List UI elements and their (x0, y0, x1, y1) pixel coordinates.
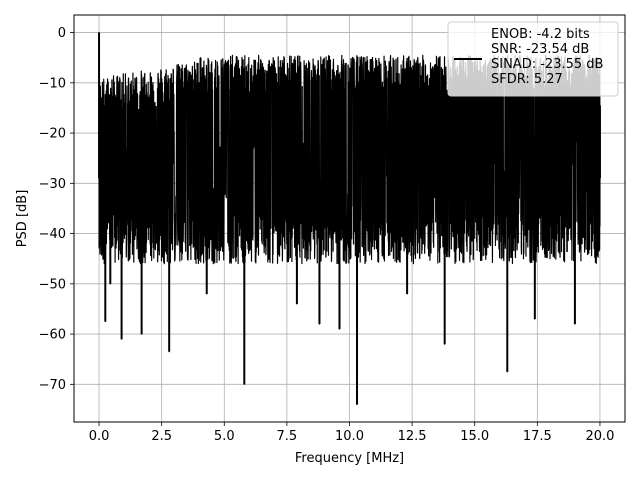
y-tick-label: 0 (58, 26, 66, 41)
x-tick-label: 2.5 (151, 429, 172, 444)
x-tick-label: 10.0 (335, 429, 364, 444)
y-tick-label: −40 (39, 227, 66, 242)
x-tick-label: 0.0 (89, 429, 110, 444)
y-tick-label: −30 (39, 177, 66, 192)
x-tick-label: 12.5 (398, 429, 427, 444)
legend-entry-line: SINAD: -23.55 dB (491, 57, 603, 72)
y-tick-label: −20 (39, 127, 66, 142)
legend-box (447, 21, 619, 97)
legend-entry-line: SFDR: 5.27 (491, 72, 563, 87)
series-psd (98, 31, 601, 406)
y-tick-label: −10 (39, 76, 66, 91)
x-tick-label: 20.0 (585, 429, 614, 444)
y-axis-label: PSD [dB] (15, 190, 30, 248)
psd-trace (98, 31, 601, 406)
x-tick-label: 17.5 (523, 429, 552, 444)
y-tick-label: −60 (39, 328, 66, 343)
x-tick-label: 15.0 (460, 429, 489, 444)
legend-entry-line: ENOB: -4.2 bits (491, 27, 590, 42)
x-tick-label: 7.5 (277, 429, 298, 444)
x-axis-label: Frequency [MHz] (295, 451, 404, 466)
legend-entry-line: SNR: -23.54 dB (491, 42, 589, 57)
y-tick-label: −70 (39, 378, 66, 393)
x-tick-label: 5.0 (214, 429, 235, 444)
y-tick-label: −50 (39, 277, 66, 292)
axis-ticks: 0.0 2.5 5.0 7.5 10.0 12.5 15.0 17.5 20.0 0 −10 −20 −… (39, 26, 615, 444)
